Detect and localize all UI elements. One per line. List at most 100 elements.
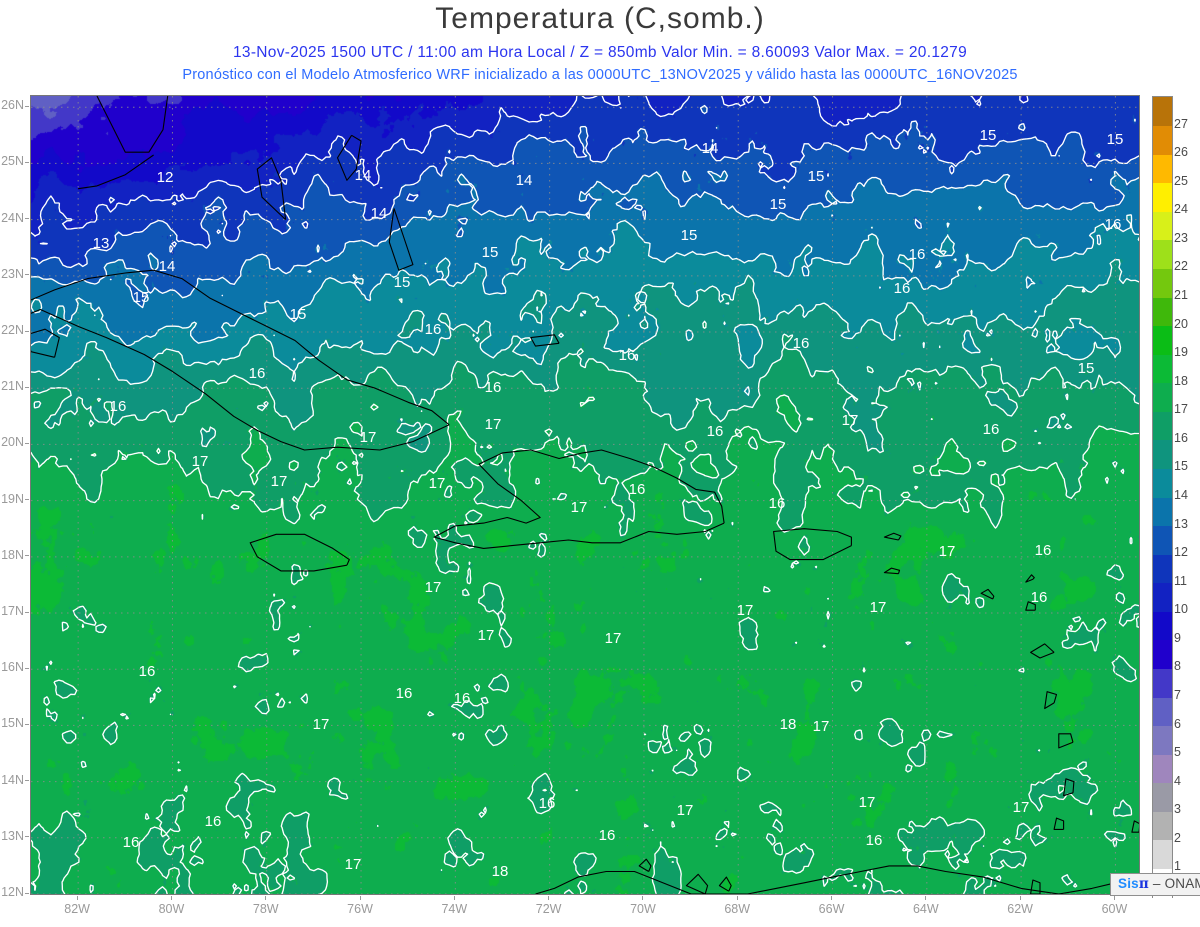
lon-tick-mark — [548, 896, 550, 900]
colorbar-band-20 — [1153, 325, 1172, 355]
contour-label-17: 17 — [345, 856, 362, 873]
lon-tick-mark — [265, 896, 267, 900]
coastline — [1131, 820, 1139, 833]
lon-tick-mark — [1019, 896, 1021, 900]
page-title: Temperatura (C,somb.) — [435, 2, 765, 35]
contour-line-12 — [31, 96, 1029, 245]
colorbar-band-15 — [1153, 468, 1172, 498]
watermark-credit: Sisπ – ONAMET/REP.DOM. — [1110, 873, 1200, 896]
lat-tick-mark — [25, 611, 29, 613]
colorbar-band-7 — [1153, 697, 1172, 727]
colorbar-tick-9: 9 — [1174, 630, 1181, 645]
contour-label-15: 15 — [1107, 131, 1124, 148]
contour-label-16: 16 — [139, 663, 156, 680]
contour-label-17: 17 — [192, 453, 209, 470]
colorbar-band-14 — [1153, 497, 1172, 527]
coastline — [685, 873, 709, 894]
coastline — [535, 865, 1116, 894]
colorbar-tick-13: 13 — [1174, 516, 1188, 531]
colorbar-band-22 — [1153, 268, 1172, 298]
lon-tick-mark — [1113, 896, 1115, 900]
lon-tick-mark — [831, 896, 833, 900]
colorbar-tick-4: 4 — [1174, 773, 1181, 788]
lon-tick-mark — [170, 896, 172, 900]
coastline — [1058, 733, 1074, 749]
contour-label-16: 16 — [123, 834, 140, 851]
colorbar-band-26 — [1153, 154, 1172, 184]
contour-label-14: 14 — [371, 205, 388, 222]
lat-tick-26N: 26N — [1, 98, 24, 113]
lat-tick-mark — [25, 330, 29, 332]
contour-label-16: 16 — [629, 481, 646, 498]
contour-label-14: 14 — [516, 172, 533, 189]
coastline — [249, 533, 350, 572]
contour-label-16: 16 — [396, 685, 413, 702]
lon-tick-mark — [453, 896, 455, 900]
lat-tick-mark — [25, 892, 29, 894]
coastline — [1030, 643, 1055, 659]
lat-tick-21N: 21N — [1, 379, 24, 394]
contour-label-17: 17 — [677, 802, 694, 819]
lon-tick-74W: 74W — [441, 902, 468, 916]
temperature-field-canvas — [31, 96, 1139, 894]
contour-label-15: 15 — [394, 274, 411, 291]
lon-tick-60W: 60W — [1101, 902, 1128, 916]
colorbar-tick-15: 15 — [1174, 459, 1188, 474]
contour-label-15: 15 — [1078, 360, 1095, 377]
colorbar-band-10 — [1153, 611, 1172, 641]
coastline — [96, 96, 169, 153]
lon-tick-mark — [736, 896, 738, 900]
contour-label-17: 17 — [271, 473, 288, 490]
contour-label-15: 15 — [681, 227, 698, 244]
lon-tick-66W: 66W — [818, 902, 845, 916]
lat-tick-mark — [25, 442, 29, 444]
watermark-pi-icon: π — [1138, 876, 1149, 892]
colorbar-band-5 — [1153, 754, 1172, 784]
contour-label-16: 16 — [485, 379, 502, 396]
contour-line-14 — [31, 170, 1139, 309]
map-plot-area[interactable]: 12 13 14 14 14 14 14 15 15 15 15 15 15 15 15 15 15 16 16 16… — [30, 95, 1140, 895]
contour-label-17: 17 — [1013, 799, 1030, 816]
watermark-agency-text: – ONAMET/REP.DOM. — [1152, 876, 1200, 891]
contour-label-15: 15 — [980, 127, 997, 144]
lat-tick-16N: 16N — [1, 660, 24, 675]
lon-tick-mark — [76, 896, 78, 900]
lat-tick-mark — [25, 555, 29, 557]
coastline — [31, 269, 450, 451]
lat-tick-mark — [25, 836, 29, 838]
colorbar-band-27 — [1153, 125, 1172, 155]
contour-label-18: 18 — [780, 716, 797, 733]
contour-label-16: 16 — [425, 321, 442, 338]
colorbar-band-16 — [1153, 439, 1172, 469]
colorbar-tick-21: 21 — [1174, 288, 1188, 302]
colorbar-tick-2: 2 — [1174, 830, 1181, 845]
colorbar-tick-6: 6 — [1174, 716, 1181, 731]
coastline — [336, 134, 362, 181]
contour-label-17: 17 — [313, 716, 330, 733]
colorbar-band-11 — [1153, 582, 1172, 612]
colorbar-tick-17: 17 — [1174, 402, 1188, 417]
lat-tick-17N: 17N — [1, 604, 24, 618]
lat-tick-12N: 12N — [1, 885, 24, 899]
colorbar-band-3 — [1153, 811, 1172, 841]
lon-tick-62W: 62W — [1007, 902, 1033, 916]
lon-tick-mark — [359, 896, 361, 900]
lat-tick-24N: 24N — [1, 210, 24, 225]
colorbar[interactable] — [1152, 96, 1173, 898]
contour-label-17: 17 — [813, 718, 830, 735]
colorbar-band-23 — [1153, 239, 1172, 269]
contour-label-16: 16 — [599, 827, 616, 844]
lat-tick-mark — [25, 161, 29, 163]
contour-line-18 — [31, 394, 1139, 894]
colorbar-band-28 — [1153, 97, 1172, 127]
lon-tick-82W: 82W — [64, 902, 90, 916]
contour-label-17: 17 — [939, 543, 956, 560]
coastline — [1063, 778, 1075, 797]
lon-tick-64W: 64W — [912, 902, 939, 916]
lat-tick-13N: 13N — [1, 828, 24, 843]
lat-tick-mark — [25, 499, 29, 501]
colorbar-band-17 — [1153, 411, 1172, 441]
colorbar-tick-3: 3 — [1174, 802, 1181, 817]
colorbar-tick-10: 10 — [1174, 602, 1188, 617]
